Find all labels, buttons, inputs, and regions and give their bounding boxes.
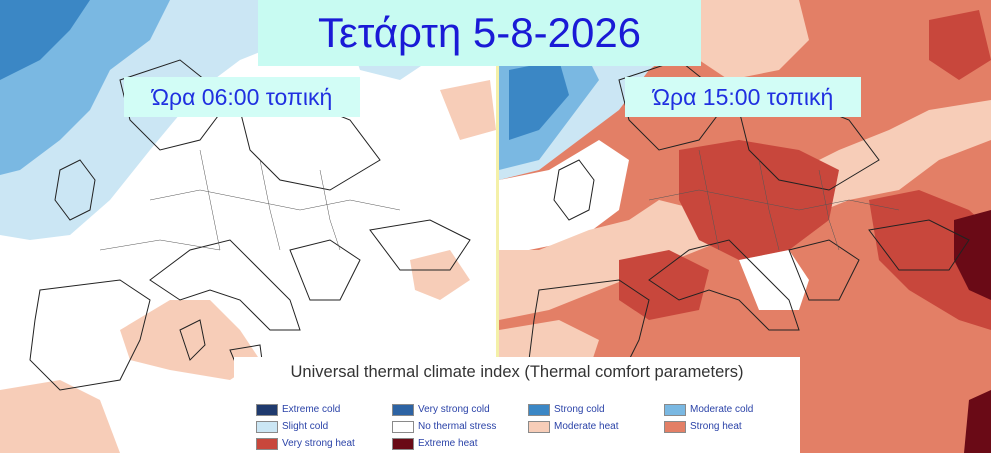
legend-label: Strong cold [554,404,605,415]
moderate-heat-zone [0,380,120,453]
legend-item: No thermal stress [392,418,528,435]
legend-item: Extreme cold [256,401,392,418]
extreme-heat-zone [954,210,991,300]
very-strong-heat-zone [679,140,839,260]
legend-row: Very strong heat Extreme heat [256,435,800,452]
legend-label: Slight cold [282,421,329,432]
borders [99,149,401,251]
legend-swatch [392,403,414,416]
legend-label: Very strong heat [282,438,355,449]
utci-legend: Universal thermal climate index (Thermal… [234,357,800,453]
extreme-heat-zone [964,390,991,453]
moderate-heat-zone [120,300,260,380]
coastlines [528,59,970,391]
map-morning [0,0,496,453]
legend-item: Moderate cold [664,401,800,418]
map-morning-image [0,0,496,453]
moderate-heat-zone [679,0,809,80]
legend-label: Strong heat [690,421,742,432]
strong-cold-zone [0,0,90,80]
coastlines [29,59,471,391]
legend-swatch [256,420,278,433]
legend-swatch [528,420,550,433]
legend-item: Moderate heat [528,418,664,435]
strong-cold-zone [509,60,569,140]
legend-swatch [528,403,550,416]
legend-item: Very strong cold [392,401,528,418]
legend-item: Extreme heat [392,435,528,452]
very-strong-heat-zone [619,250,709,320]
legend-swatch [664,403,686,416]
legend-swatch [256,403,278,416]
moderate-heat-zone [440,80,496,140]
legend-swatch [392,437,414,450]
time-label-morning: Ώρα 06:00 τοπική [124,77,360,117]
legend-item: Strong heat [664,418,800,435]
legend-label: Moderate cold [690,404,754,415]
no-stress-zone [499,140,629,250]
legend-label: No thermal stress [418,421,497,432]
legend-item: Slight cold [256,418,392,435]
legend-grid: Extreme cold Very strong cold Strong col… [256,401,800,452]
legend-row: Extreme cold Very strong cold Strong col… [256,401,800,418]
legend-label: Very strong cold [418,404,490,415]
date-title: Τετάρτη 5-8-2026 [258,0,701,66]
legend-swatch [664,420,686,433]
legend-row: Slight cold No thermal stress Moderate h… [256,418,800,435]
legend-label: Moderate heat [554,421,619,432]
legend-label: Extreme heat [418,438,478,449]
legend-item: Very strong heat [256,435,392,452]
panel-divider [496,0,499,453]
legend-title: Universal thermal climate index (Thermal… [290,363,744,381]
time-label-afternoon: Ώρα 15:00 τοπική [625,77,861,117]
legend-item: Strong cold [528,401,664,418]
borders [648,149,900,251]
very-strong-heat-zone [929,10,991,80]
legend-label: Extreme cold [282,404,341,415]
legend-swatch [392,420,414,433]
no-stress-zone [739,250,809,310]
legend-swatch [256,437,278,450]
